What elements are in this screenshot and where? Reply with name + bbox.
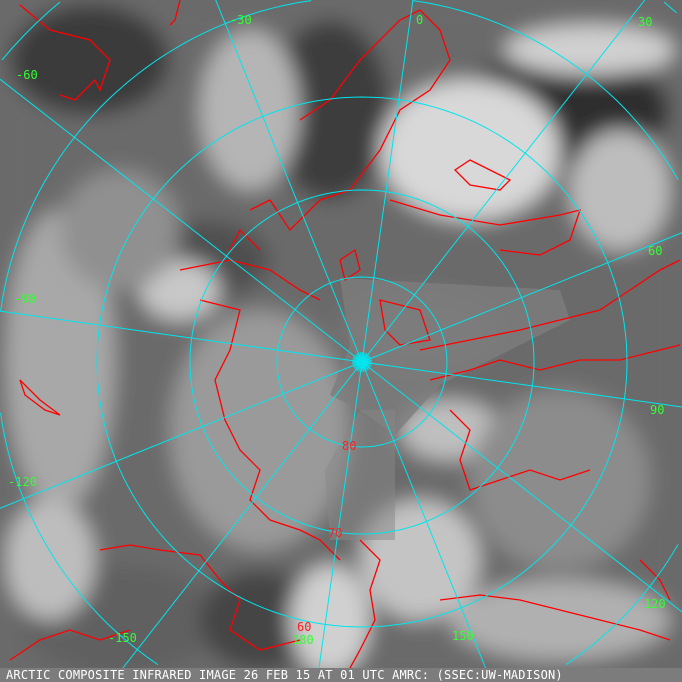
longitude-line [361, 232, 682, 363]
longitude-line [361, 361, 682, 613]
longitude-label: -60 [16, 68, 38, 82]
longitude-label: 0 [416, 13, 424, 27]
longitude-label: 180 [292, 633, 314, 647]
longitude-line [0, 310, 363, 363]
longitude-line [0, 78, 363, 363]
latitude-circle [0, 412, 159, 666]
longitude-line [122, 361, 363, 669]
longitude-label: 60 [648, 244, 663, 258]
latitude-label: 70 [328, 526, 343, 540]
longitude-line [0, 361, 363, 509]
latitude-circle [565, 544, 679, 666]
longitude-label: -30 [230, 13, 252, 27]
latitude-circle [412, 0, 679, 180]
latitude-circle [189, 189, 535, 535]
longitude-label: 90 [650, 403, 665, 417]
longitude-label: -90 [14, 292, 36, 306]
latitude-circle [663, 1, 677, 14]
pole-tick [361, 359, 372, 363]
latitude-circle [96, 96, 628, 628]
longitude-label: 30 [638, 15, 653, 29]
longitude-label: 150 [452, 629, 474, 643]
latitude-label: 80 [342, 439, 357, 453]
longitude-line [361, 0, 414, 363]
polar-composite-patch [325, 278, 570, 540]
longitude-line [361, 0, 646, 363]
latitude-circle [1, 1, 61, 61]
longitude-line [361, 361, 682, 408]
longitude-label: -150 [108, 631, 137, 645]
longitude-line [215, 0, 363, 363]
longitude-line [318, 361, 363, 669]
longitude-line [361, 361, 487, 669]
image-caption: ARCTIC COMPOSITE INFRARED IMAGE 26 FEB 1… [0, 668, 682, 682]
longitude-label: 120 [644, 597, 666, 611]
latitude-circle [0, 0, 312, 312]
coastlines [9, 0, 681, 669]
latitude-label: 60 [297, 620, 312, 634]
longitude-label: -120 [8, 475, 37, 489]
latitude-circle [276, 276, 448, 448]
